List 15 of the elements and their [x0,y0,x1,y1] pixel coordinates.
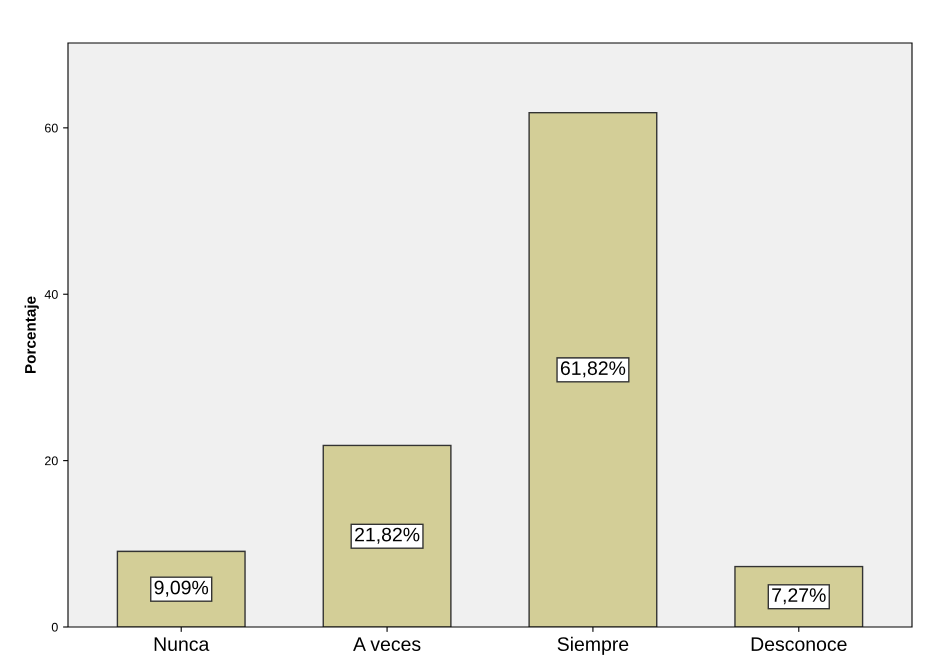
x-tick-label: Siempre [558,636,628,655]
data-label: 9,09% [154,580,208,597]
y-tick-label: 40 [44,290,58,299]
bar [322,444,452,627]
x-tick-label: Nunca [154,637,210,652]
y-axis-title: Porcentaje [24,296,39,374]
bar [528,112,658,627]
x-tick-label: Desconoce [752,637,847,652]
y-tick-label: 60 [45,124,58,133]
x-tick-label: A veces [353,637,420,652]
data-label: 61,82% [560,361,626,378]
data-label: 21,82% [355,528,420,544]
data-label: 7,27% [772,588,826,604]
y-tick-label: 0 [52,622,58,632]
y-tick-label: 20 [45,456,58,466]
